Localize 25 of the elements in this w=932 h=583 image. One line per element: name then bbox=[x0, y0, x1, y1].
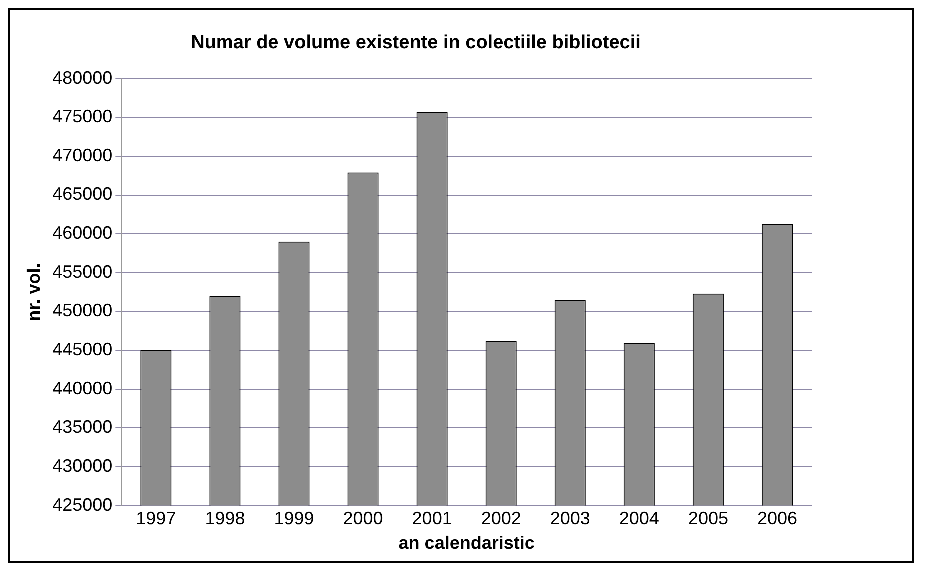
x-tick-label: 2004 bbox=[619, 508, 660, 529]
y-tick-label: 425000 bbox=[52, 494, 113, 515]
y-tick-label: 430000 bbox=[52, 456, 113, 476]
y-tick-label: 480000 bbox=[52, 68, 113, 88]
y-tick-label: 475000 bbox=[52, 106, 113, 127]
x-tick-label: 1997 bbox=[136, 508, 176, 529]
y-tick-label: 450000 bbox=[52, 300, 113, 321]
y-tick-label: 435000 bbox=[52, 417, 113, 438]
y-tick-label: 465000 bbox=[52, 184, 113, 204]
x-tick-label: 2005 bbox=[688, 508, 728, 529]
y-tick-label: 470000 bbox=[52, 145, 113, 166]
x-tick-label: 1998 bbox=[205, 508, 246, 529]
y-tick-label: 445000 bbox=[52, 339, 113, 360]
y-axis-title: nr. vol. bbox=[24, 263, 44, 322]
x-tick-label: 1999 bbox=[274, 508, 314, 529]
x-tick-label: 2001 bbox=[412, 508, 452, 529]
x-tick-label: 2006 bbox=[757, 508, 798, 529]
y-tick-label: 460000 bbox=[52, 223, 113, 244]
y-tick-label: 440000 bbox=[52, 378, 113, 398]
x-tick-label: 2000 bbox=[343, 508, 384, 529]
x-axis-title: an calendaristic bbox=[398, 533, 535, 554]
x-tick-label: 2002 bbox=[481, 508, 522, 529]
chart-title: Numar de volume existente in colectiile bibliotecii bbox=[191, 32, 641, 54]
y-tick-label: 455000 bbox=[52, 262, 113, 282]
x-tick-label: 2003 bbox=[550, 508, 590, 529]
